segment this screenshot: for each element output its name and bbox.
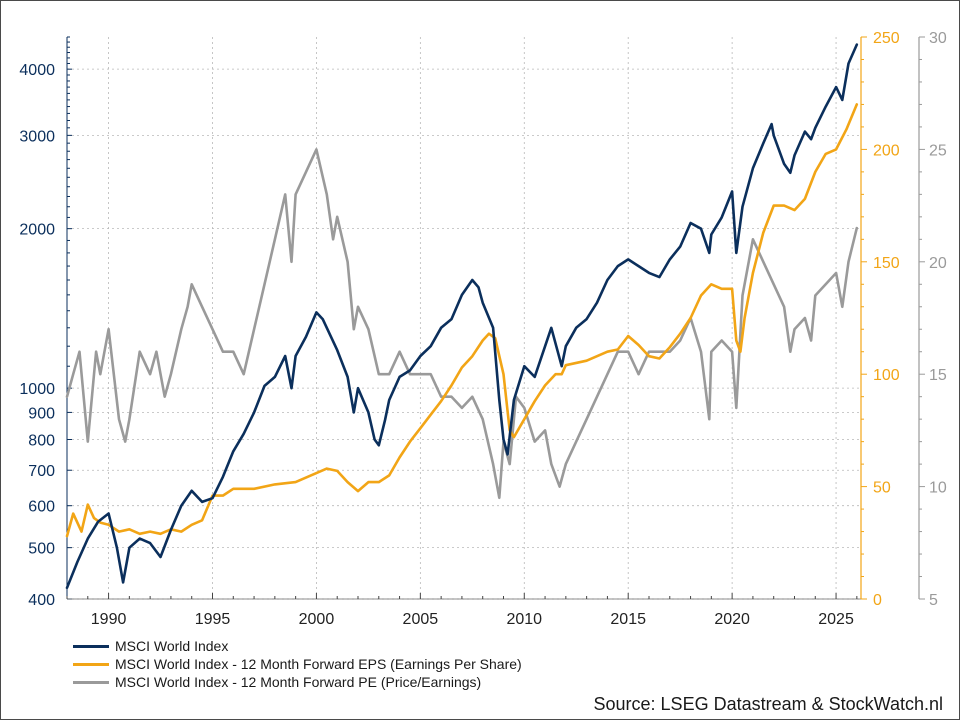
x-axis-tick-label: 2015: [610, 611, 646, 628]
x-axis-tick-label: 2005: [403, 611, 439, 628]
eps-axis-tick-label: 50: [873, 480, 891, 497]
legend-label-pe: MSCI World Index - 12 Month Forward PE (…: [115, 674, 482, 690]
left-axis-tick-label: 800: [28, 433, 55, 450]
chart-legend: MSCI World Index MSCI World Index - 12 M…: [73, 637, 522, 691]
x-axis-tick-label: 1995: [195, 611, 231, 628]
legend-item-index: MSCI World Index: [73, 637, 522, 655]
series-line-pe: [65, 148, 859, 500]
left-axis-tick-label: 900: [28, 405, 55, 422]
left-axis-tick-label: 400: [28, 592, 55, 609]
pe-axis-tick-label: 30: [929, 30, 947, 47]
legend-label-index: MSCI World Index: [115, 638, 229, 654]
x-axis-tick-label: 1990: [91, 611, 127, 628]
eps-axis-tick-label: 0: [873, 592, 882, 609]
series-line-index: [65, 43, 859, 590]
series-line-eps: [65, 103, 859, 538]
eps-axis-tick-label: 100: [873, 367, 900, 384]
source-note: Source: LSEG Datastream & StockWatch.nl: [593, 694, 943, 714]
legend-swatch-index: [73, 644, 109, 648]
left-axis-tick-label: 1000: [19, 381, 55, 398]
x-axis-tick-label: 2025: [818, 611, 854, 628]
x-axis-tick-label: 2020: [714, 611, 750, 628]
left-axis-tick-label: 500: [28, 541, 55, 558]
pe-axis-tick-label: 20: [929, 255, 947, 272]
legend-swatch-eps: [73, 662, 109, 666]
pe-axis-tick-label: 15: [929, 367, 947, 384]
pe-axis-tick-label: 25: [929, 142, 947, 159]
pe-axis-tick-label: 5: [929, 592, 938, 609]
legend-item-pe: MSCI World Index - 12 Month Forward PE (…: [73, 673, 522, 691]
pe-axis-tick-label: 10: [929, 480, 947, 497]
left-axis-tick-label: 2000: [19, 222, 55, 239]
legend-item-eps: MSCI World Index - 12 Month Forward EPS …: [73, 655, 522, 673]
left-axis-tick-label: 600: [28, 499, 55, 516]
eps-axis-tick-label: 200: [873, 142, 900, 159]
eps-axis-tick-label: 150: [873, 255, 900, 272]
legend-label-eps: MSCI World Index - 12 Month Forward EPS …: [115, 656, 522, 672]
x-axis-tick-label: 2000: [299, 611, 335, 628]
left-axis-tick-label: 4000: [19, 62, 55, 79]
left-axis-tick-label: 700: [28, 463, 55, 480]
x-axis-tick-label: 2010: [506, 611, 542, 628]
legend-swatch-pe: [73, 680, 109, 684]
left-axis-tick-label: 3000: [19, 128, 55, 145]
eps-axis-tick-label: 250: [873, 30, 900, 47]
